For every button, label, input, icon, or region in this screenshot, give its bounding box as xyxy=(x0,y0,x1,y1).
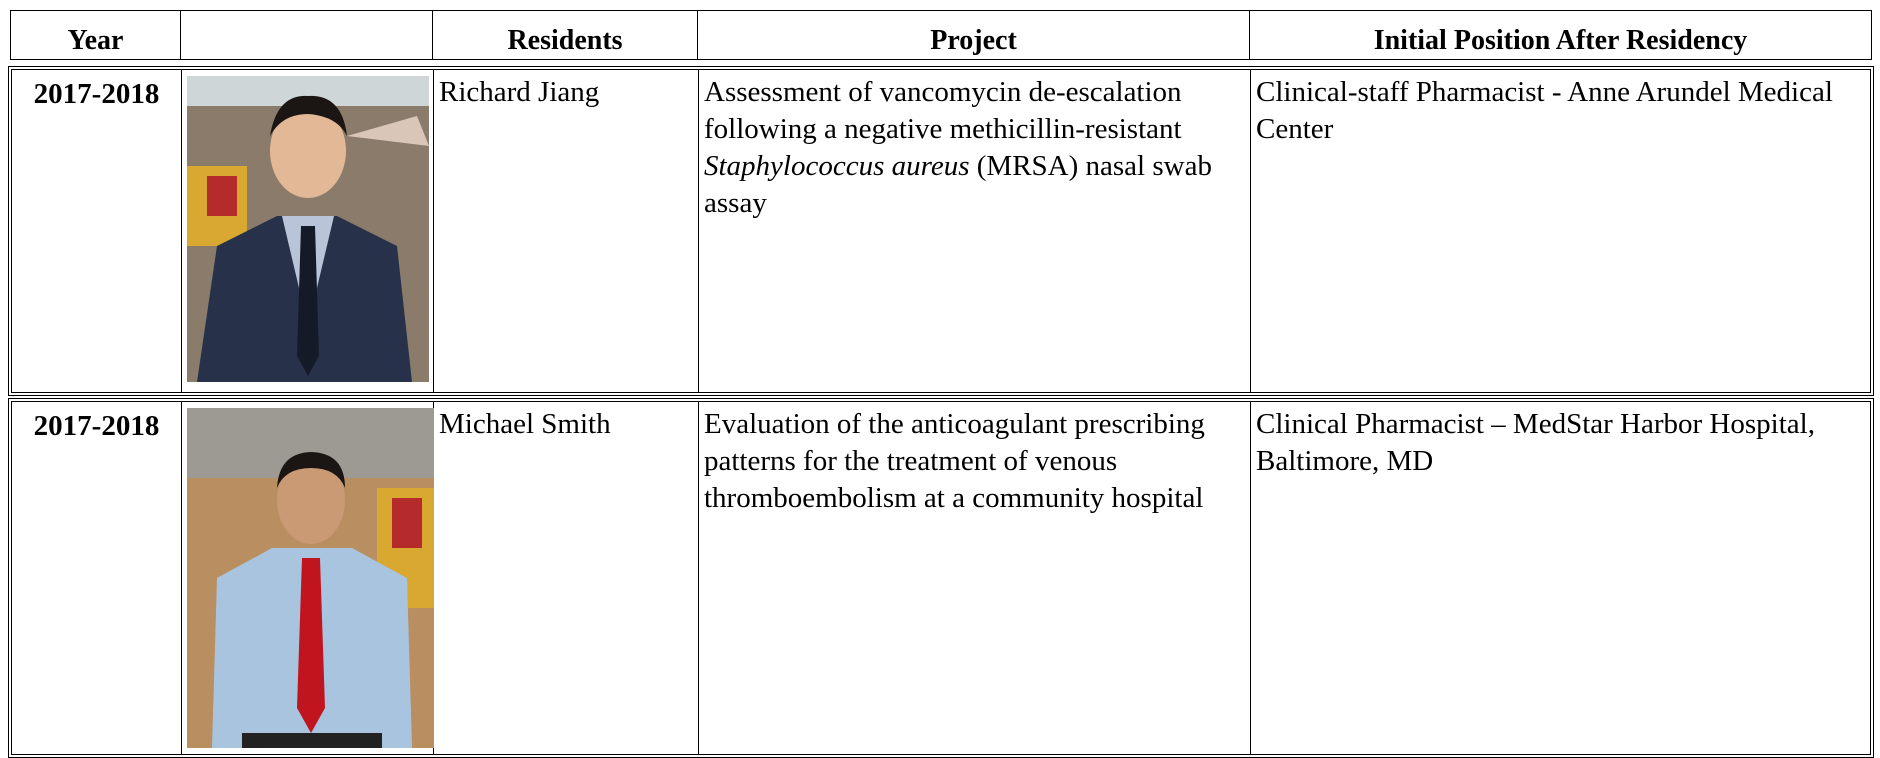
position: Clinical-staff Pharmacist - Anne Arundel… xyxy=(1256,76,1833,145)
photo-cell xyxy=(182,70,434,392)
resident-name: Richard Jiang xyxy=(434,70,699,392)
header-project: Project xyxy=(698,11,1250,59)
header-position: Initial Position After Residency xyxy=(1373,25,1748,56)
table-row: 2017-2018 Michael Smith Evaluation of th… xyxy=(8,398,1874,758)
project-text: (MRSA) nasal swab assay xyxy=(704,150,1212,219)
project-text: Assessment of vancomycin de-escalation f… xyxy=(704,76,1182,145)
header-residents: Residents xyxy=(433,11,698,59)
project: Assessment of vancomycin de-escalation f… xyxy=(699,70,1251,392)
project-text-italic: Staphylococcus aureus xyxy=(704,150,970,182)
photo-cell xyxy=(182,402,434,754)
year: 2017-2018 xyxy=(12,402,182,754)
photo xyxy=(187,408,434,748)
project-text: Evaluation of the anticoagulant prescrib… xyxy=(704,408,1205,514)
position: Clinical Pharmacist – MedStar Harbor Hos… xyxy=(1256,408,1815,477)
header-row: Year Residents Project Initial Position … xyxy=(10,10,1872,60)
project: Evaluation of the anticoagulant prescrib… xyxy=(699,402,1251,754)
resident-name: Michael Smith xyxy=(434,402,699,754)
table-row: 2017-2018 Richard Jiang Assessment of va… xyxy=(8,66,1874,396)
header-photo xyxy=(181,11,433,59)
year: 2017-2018 xyxy=(12,70,182,392)
header-year: Year xyxy=(11,11,181,59)
photo xyxy=(187,76,429,382)
